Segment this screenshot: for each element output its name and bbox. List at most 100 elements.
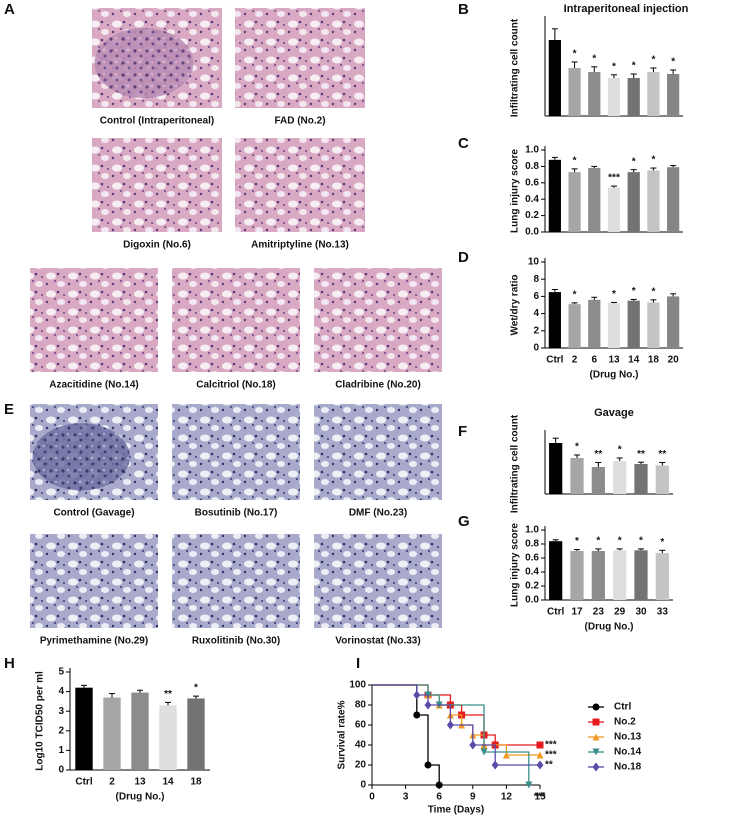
y-tick-label: 5 — [58, 667, 64, 678]
bar — [607, 303, 621, 348]
significance: * — [194, 683, 198, 694]
y-tick-label: 0.2 — [525, 210, 539, 221]
x-tick-label: 2 — [572, 355, 578, 366]
significance: * — [612, 289, 616, 300]
x-tick-label: 2 — [109, 777, 115, 788]
bar — [159, 705, 177, 770]
x-tick-label: 20 — [668, 355, 680, 366]
significance: * — [592, 53, 596, 64]
dense-region — [32, 423, 130, 491]
image-caption: Control (Intraperitoneal) — [100, 116, 214, 127]
survival-marker — [525, 781, 533, 789]
y-tick-label: 0.0 — [525, 227, 539, 238]
image-caption: Bosutinib (No.17) — [195, 508, 278, 519]
significance: * — [573, 156, 577, 167]
legend-marker — [592, 733, 600, 741]
histology-image — [30, 268, 158, 372]
bar — [549, 541, 563, 600]
survival-marker — [469, 740, 477, 750]
histology-image — [172, 404, 300, 500]
histology-image — [235, 8, 365, 108]
legend-marker — [592, 748, 600, 756]
x-axis-label: Time (Days) — [428, 805, 485, 816]
bar — [647, 302, 660, 348]
image-caption: Digoxin (No.6) — [123, 240, 191, 251]
x-axis-label: (Drug No.) — [585, 622, 634, 633]
x-axis-label: (Drug No.) — [590, 370, 639, 381]
x-tick-label: 29 — [614, 607, 626, 618]
y-tick-label: 0.8 — [525, 539, 539, 550]
significance: * — [573, 49, 577, 60]
y-tick-label: 1.0 — [525, 145, 539, 156]
y-tick-label: 8 — [533, 274, 539, 285]
panel-label: G — [458, 513, 470, 530]
bar — [655, 465, 669, 494]
survival-marker — [424, 700, 432, 710]
y-tick-label: 0 — [360, 780, 366, 791]
x-tick-label: Ctrl — [547, 607, 564, 618]
bar — [627, 300, 640, 348]
y-axis-label: Wet/dry ratio — [510, 275, 521, 336]
significance: * — [618, 536, 622, 547]
x-tick-label: Ctrl — [75, 777, 92, 788]
chart-title: Gavage — [594, 407, 634, 419]
significance: * — [575, 442, 579, 453]
y-tick-label: 4 — [533, 308, 539, 319]
histology-image — [92, 138, 222, 232]
image-caption: Control (Gavage) — [53, 508, 134, 519]
x-tick-label: 23 — [593, 607, 605, 618]
bar — [627, 172, 640, 232]
y-axis-label: Survival rate% — [337, 700, 348, 769]
significance: * — [660, 537, 664, 548]
panel-label: E — [4, 401, 14, 418]
bar — [548, 40, 561, 116]
histology-image — [314, 268, 442, 372]
significance: * — [671, 57, 675, 68]
survival-marker — [446, 720, 454, 730]
legend-marker — [592, 703, 600, 711]
x-tick-label: 14 — [162, 777, 174, 788]
y-tick-label: 1.0 — [525, 525, 539, 536]
y-tick-label: 0.0 — [525, 595, 539, 606]
x-tick-label: 30 — [635, 607, 647, 618]
bar — [613, 461, 627, 494]
bar — [591, 551, 605, 600]
legend-marker — [592, 718, 600, 726]
significance: * — [651, 155, 655, 166]
image-caption: Ruxolitinib (No.30) — [192, 636, 280, 647]
legend-label: No.13 — [614, 732, 642, 743]
legend-label: No.2 — [614, 717, 636, 728]
legend-label: No.14 — [614, 747, 642, 758]
y-tick-label: 2 — [533, 325, 539, 336]
x-tick-label: 18 — [190, 777, 202, 788]
y-tick-label: 20 — [355, 760, 367, 771]
y-tick-label: 0.6 — [525, 177, 539, 188]
x-tick-label: 33 — [657, 607, 669, 618]
image-caption: FAD (No.2) — [274, 116, 325, 127]
bar — [667, 296, 680, 348]
x-tick-label: 18 — [648, 355, 660, 366]
x-tick-label: Ctrl — [546, 355, 563, 366]
bar — [131, 692, 149, 770]
image-caption: Cladribine (No.20) — [335, 380, 421, 391]
significance: * — [612, 61, 616, 72]
survival-marker — [413, 711, 421, 719]
panel-label: F — [458, 423, 467, 440]
significance: * — [596, 536, 600, 547]
histology-image — [314, 534, 442, 628]
y-tick-label: 3 — [58, 706, 64, 717]
x-tick-label: 13 — [134, 777, 146, 788]
y-tick-label: 1 — [58, 745, 64, 756]
bar — [667, 74, 680, 116]
significance: * — [632, 61, 636, 72]
x-tick-label: 6 — [592, 355, 598, 366]
bar — [634, 464, 648, 494]
legend-marker — [592, 762, 600, 772]
y-tick-label: 40 — [355, 740, 367, 751]
y-axis-label: Infiltrating cell count — [510, 18, 521, 117]
y-axis-label: Lung injury score — [510, 523, 521, 607]
survival-marker — [424, 761, 432, 769]
y-tick-label: 0.8 — [525, 161, 539, 172]
survival-marker — [536, 760, 544, 770]
